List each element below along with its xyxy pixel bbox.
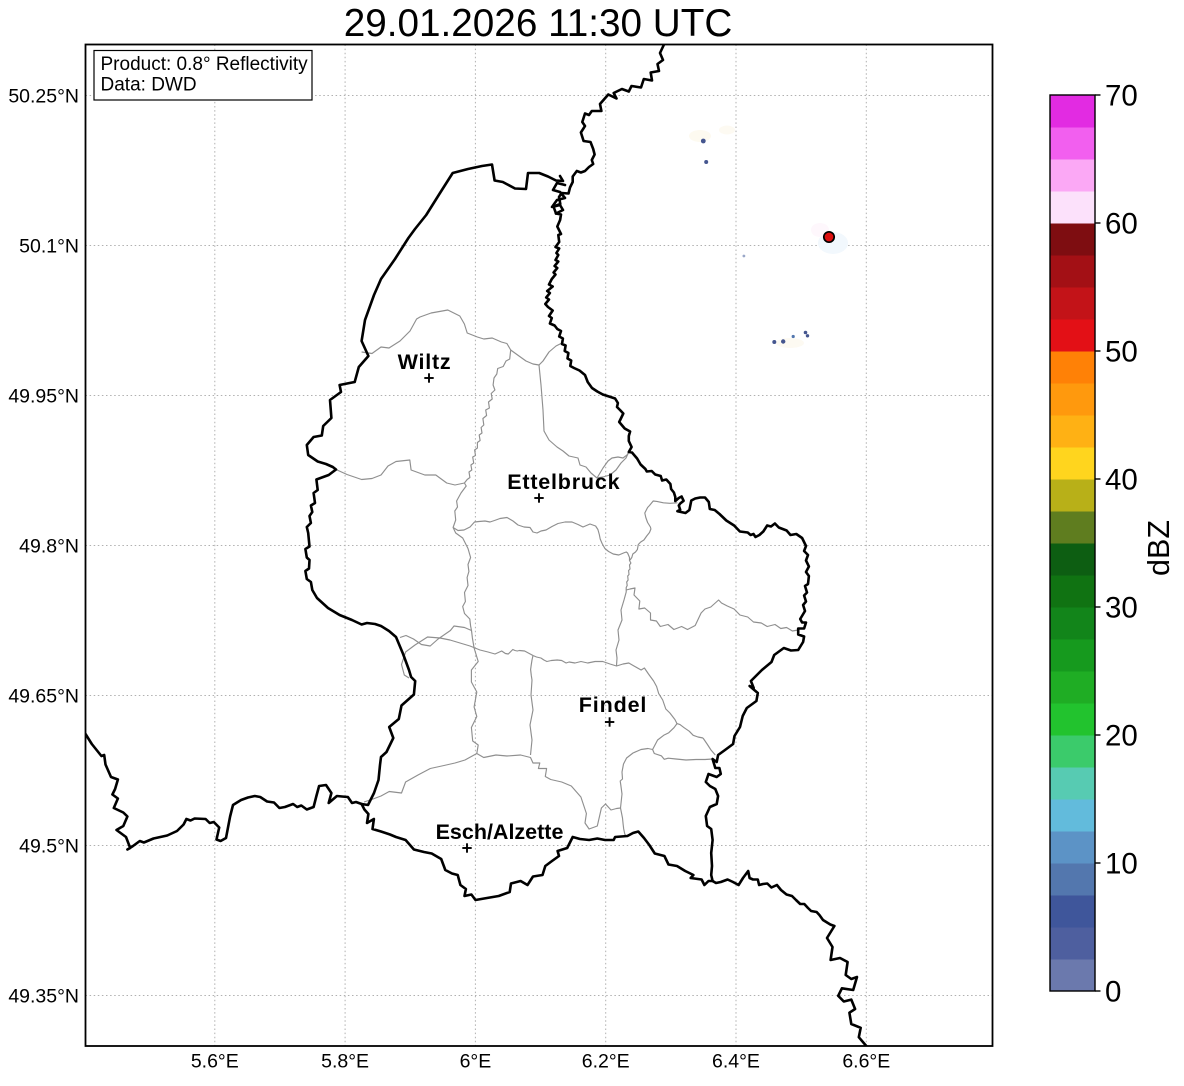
svg-text:50: 50 bbox=[1105, 335, 1138, 368]
svg-text:6.2°E: 6.2°E bbox=[582, 1051, 630, 1073]
svg-text:50.1°N: 50.1°N bbox=[19, 236, 79, 258]
svg-text:5.8°E: 5.8°E bbox=[321, 1051, 369, 1073]
svg-text:70: 70 bbox=[1105, 79, 1138, 112]
svg-text:5.6°E: 5.6°E bbox=[191, 1051, 239, 1073]
svg-text:60: 60 bbox=[1105, 207, 1138, 240]
svg-text:6.6°E: 6.6°E bbox=[842, 1051, 890, 1073]
svg-text:Esch/Alzette: Esch/Alzette bbox=[436, 820, 564, 844]
svg-text:Data: DWD: Data: DWD bbox=[101, 74, 197, 95]
svg-text:49.95°N: 49.95°N bbox=[8, 386, 79, 408]
svg-text:6.4°E: 6.4°E bbox=[712, 1051, 760, 1073]
svg-text:49.5°N: 49.5°N bbox=[19, 836, 79, 858]
svg-text:20: 20 bbox=[1105, 719, 1138, 752]
svg-text:6°E: 6°E bbox=[460, 1051, 492, 1073]
svg-text:Ettelbruck: Ettelbruck bbox=[507, 470, 620, 494]
svg-text:dBZ: dBZ bbox=[1142, 520, 1176, 576]
svg-text:29.01.2026 11:30 UTC: 29.01.2026 11:30 UTC bbox=[344, 2, 733, 45]
svg-text:30: 30 bbox=[1105, 591, 1138, 624]
svg-text:10: 10 bbox=[1105, 847, 1138, 880]
svg-text:50.25°N: 50.25°N bbox=[8, 86, 79, 108]
svg-text:49.8°N: 49.8°N bbox=[19, 536, 79, 558]
svg-text:Product: 0.8° Reflectivity: Product: 0.8° Reflectivity bbox=[101, 54, 309, 75]
svg-text:49.65°N: 49.65°N bbox=[8, 686, 79, 708]
svg-text:49.35°N: 49.35°N bbox=[8, 986, 79, 1008]
svg-text:Wiltz: Wiltz bbox=[398, 350, 452, 374]
svg-text:40: 40 bbox=[1105, 463, 1138, 496]
svg-text:0: 0 bbox=[1105, 975, 1121, 1008]
svg-text:Findel: Findel bbox=[579, 693, 647, 717]
